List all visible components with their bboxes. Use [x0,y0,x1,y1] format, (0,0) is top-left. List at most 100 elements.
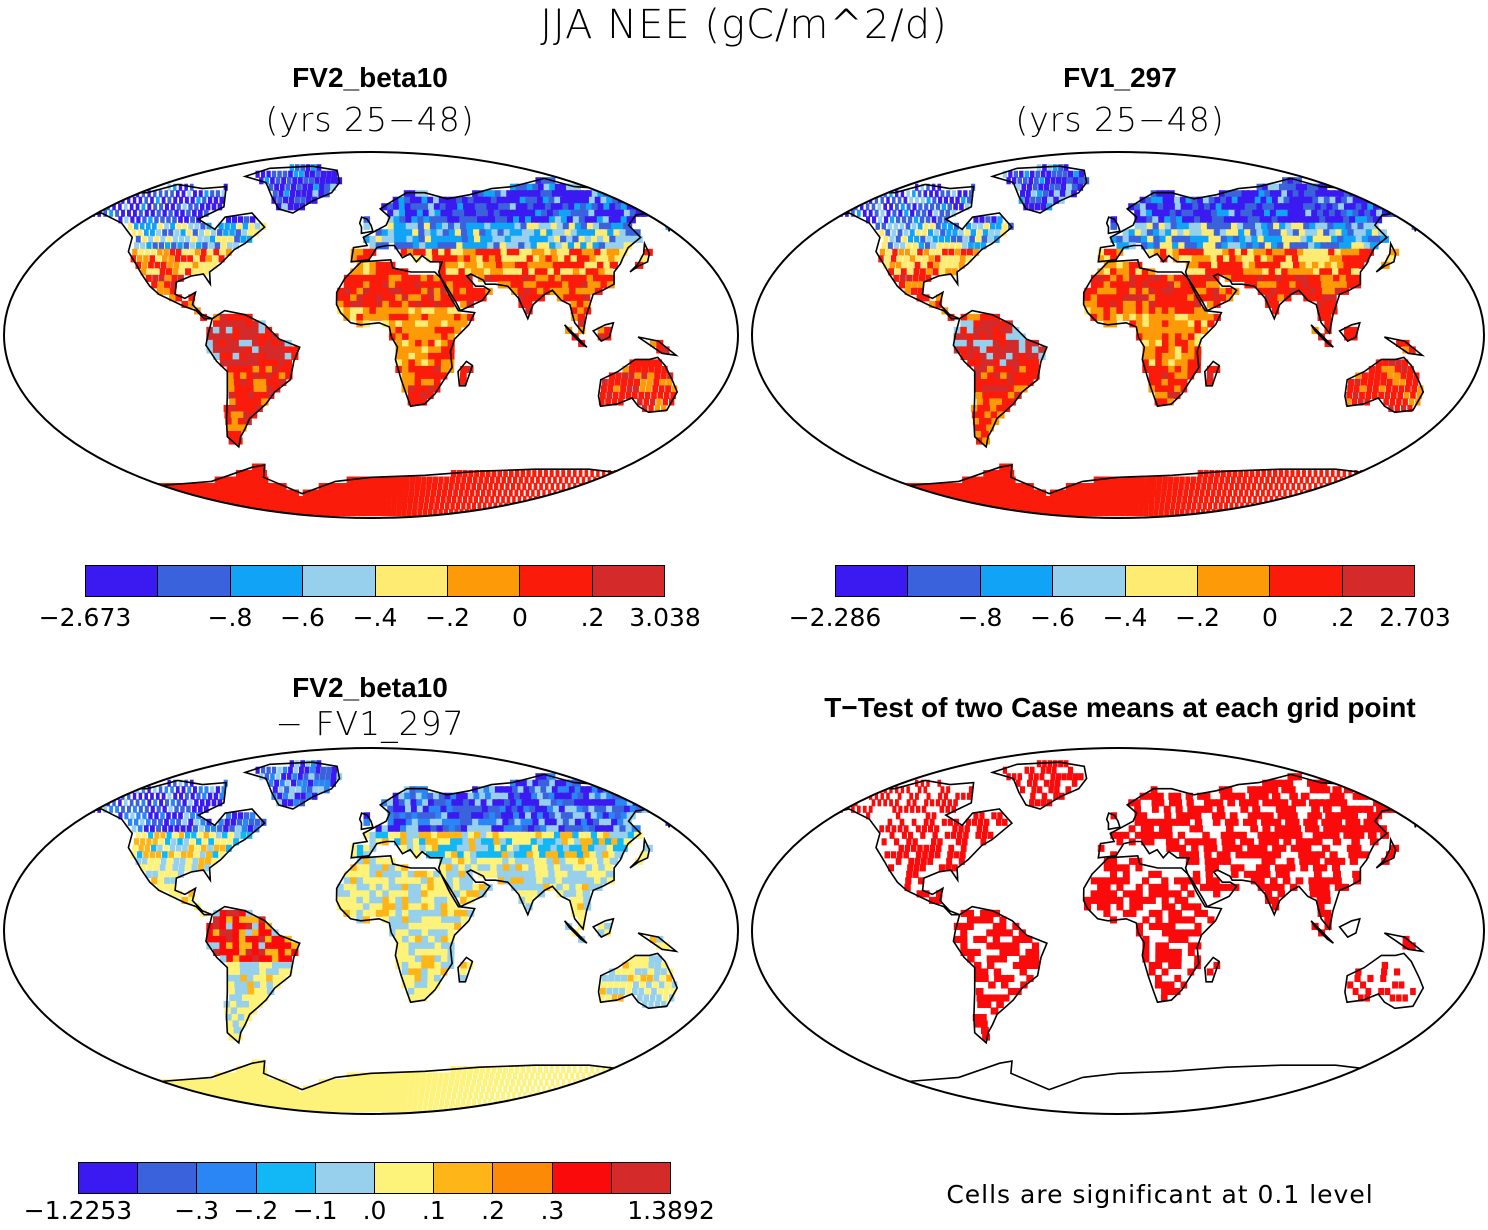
map-cell [330,779,336,787]
map-cell [405,209,412,217]
map-cell [539,255,548,263]
map-cell [420,190,428,198]
map-cell [655,502,656,510]
map-cell [575,248,584,256]
map-cell [272,385,281,393]
map-cell [613,825,623,833]
map-cell [263,489,272,497]
map-cell [484,476,489,484]
map-cell [265,365,273,374]
panel-diff-subtitle: − FV1_297 [275,704,465,743]
map-cell [612,509,614,517]
map-cell [427,307,436,315]
map-cell [438,261,447,269]
map-cell [463,255,472,263]
map-cell [221,831,228,839]
map-cell [294,760,300,768]
map-cell [528,509,531,517]
map-cell [132,196,137,204]
map-cell [215,190,221,198]
map-cell [375,489,382,497]
map-cell [1148,378,1156,387]
map-cell [1209,242,1217,250]
map-cell [1262,274,1271,282]
map-cell [1067,177,1073,185]
map-cell [443,831,451,839]
map-cell [1161,346,1169,354]
map-cell [442,229,451,237]
map-cell [127,222,133,230]
map-cell [1156,196,1164,204]
coastline-newguinea [1383,336,1426,357]
map-cell [1095,502,1102,510]
map-cell [358,483,365,491]
map-cell [495,255,503,263]
map-cell [979,326,987,334]
map-cell [1153,242,1161,250]
map-cell [934,255,941,263]
map-cell [1402,476,1405,484]
map-cell [1038,346,1046,354]
map-cell [1148,281,1156,289]
map-cell [1339,274,1348,282]
map-cell [1373,378,1380,387]
map-cell [644,502,646,510]
map-cell [845,196,849,204]
map-cell [510,483,516,491]
map-cell [1018,346,1027,354]
map-cell [177,483,187,491]
map-cell [415,196,423,204]
map-cell [901,216,907,224]
map-cell [305,760,311,768]
map-cell [1192,274,1201,282]
map-cell [369,235,377,243]
map-cell [979,509,989,517]
map-cell [1032,359,1040,367]
map-cell [1311,509,1314,517]
map-cell [213,248,220,256]
map-cell [374,509,381,517]
map-cell [988,489,997,497]
map-cell [605,222,614,230]
map-cell [211,799,217,807]
map-cell [1060,183,1067,191]
map-cell [476,261,485,269]
map-cell [423,222,432,230]
map-cell [150,805,155,813]
map-cell [588,229,598,237]
map-cell [1209,248,1218,256]
map-cell [828,196,832,204]
map-cell [1288,235,1297,243]
map-cell [900,509,911,517]
map-cell [1351,398,1358,406]
map-cell [1338,489,1342,497]
map-cell [601,825,610,833]
map-cell [153,786,157,794]
map-cell [149,825,155,833]
map-cell [422,509,428,517]
map-cell [452,268,460,276]
map-cell [281,177,286,185]
map-cell [427,509,433,517]
map-cell [441,339,449,347]
map-cell [1009,483,1018,491]
map-cell [308,489,316,497]
map-cell [881,242,887,250]
map-cell [160,216,165,224]
map-cell [144,792,148,800]
map-cell [406,229,414,237]
map-cell [434,307,442,315]
map-cell [398,203,406,211]
map-cell [1335,229,1344,237]
map-cell [266,170,271,178]
map-cell [85,489,97,497]
map-cell [415,326,423,334]
map-cell [411,812,419,820]
map-cell [1374,372,1381,380]
map-cell [1215,242,1223,250]
map-cell [575,489,579,497]
colorbar-tick-label: −2.673 [38,603,132,632]
map-cell [369,281,377,289]
map-cell [1219,229,1228,237]
map-cell [629,792,640,800]
